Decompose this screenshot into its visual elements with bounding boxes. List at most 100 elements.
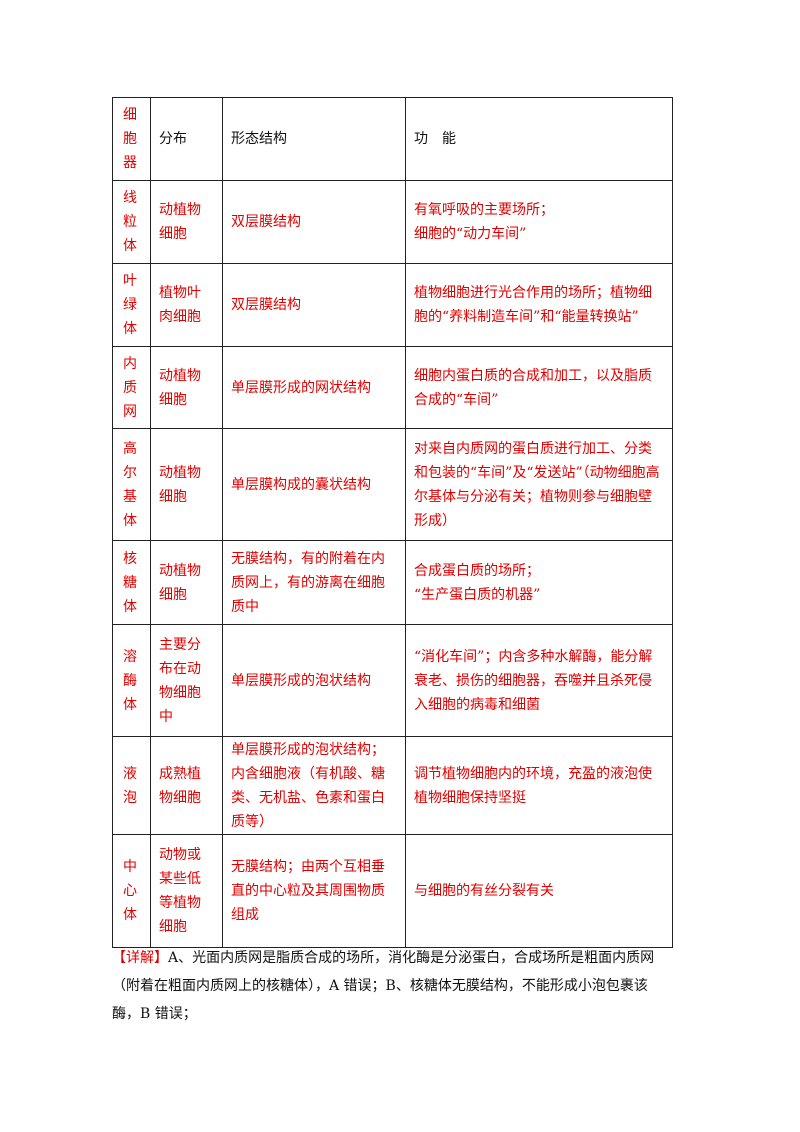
cell-line: “消化车间”；内含多种水解酶，能分解 — [414, 648, 653, 665]
cell-line: 细胞 — [159, 226, 187, 242]
cell-line: 尔基体与分泌有关；植物则参与细胞壁 — [414, 488, 652, 505]
cell-line: 无膜结构；由两个互相垂 — [231, 859, 385, 875]
cell-line: 动植物 — [159, 464, 201, 481]
table-cell: 动植物 细胞 — [150, 346, 223, 429]
cell-line: 动植物 — [159, 367, 201, 384]
cell-line: 布在动 — [159, 660, 201, 677]
table-row: 内质网动植物 细胞 单层膜形成的网状结构 细胞内蛋白质的合成和加工，以及脂质 合成的“车… — [112, 346, 673, 429]
table-cell: 单层膜形成的网状结构 — [222, 346, 406, 429]
table-cell: 与细胞的有丝分裂有关 — [405, 834, 673, 948]
cell-line: 形成） — [414, 512, 456, 529]
cell-line: 高 — [123, 440, 137, 457]
cell-line: 植物细胞进行光合作用的场所；植物细 — [414, 285, 652, 301]
table-cell: 叶绿体 — [112, 263, 151, 347]
cell-line: 内 — [123, 355, 137, 372]
cell-line: 糖 — [123, 574, 137, 591]
cell-line: 细胞 — [159, 919, 187, 935]
cell-line: 类、无机盐、色素和蛋白 — [231, 789, 385, 806]
cell-line: 单层膜形成的网状结构 — [231, 379, 371, 396]
cell-line: 体 — [123, 238, 137, 254]
table-row: 溶酶体主要分 布在动 物细胞中单层膜形成的泡状结构 “消化车间”；内含多种水解酶，能分… — [112, 624, 673, 737]
cell-line: 衰老、损伤的细胞器，吞噬并且杀死侵 — [414, 672, 652, 689]
detail-label: 【详解】 — [112, 950, 168, 966]
cell-line: 泡 — [123, 789, 137, 806]
cell-line: 溶 — [123, 648, 137, 665]
cell-line: 植物细胞保持坚挺 — [414, 789, 526, 806]
cell-line: 质等） — [231, 813, 273, 830]
cell-line: 直的中心粒及其周围物质 — [231, 883, 385, 899]
cell-line: 单层膜形成的泡状结构； — [231, 741, 385, 758]
cell-line: 有氧呼吸的主要场所； — [414, 202, 554, 218]
table-row: 核糖体动植物 细胞 无膜结构，有的附着在内 质网上，有的游离在细胞 质中 合成蛋白质的场所… — [112, 540, 673, 625]
organelle-table: 细胞器分布 形态结构功 能线粒体动植物 细胞 双层膜结构 有氧呼吸的主要场所； 细胞的“动… — [112, 97, 673, 948]
table-cell: 细胞内蛋白质的合成和加工，以及脂质 合成的“车间” — [405, 346, 673, 429]
detail: 【详解】A、光面内质网是脂质合成的场所，消化酶是分泌蛋白，合成场所是粗面内质网 （… — [112, 944, 692, 1028]
cell-line: 质 — [123, 379, 137, 396]
cell-line: 体 — [123, 512, 137, 529]
cell-line: 胞 — [123, 131, 137, 147]
cell-line: 中 — [123, 859, 137, 875]
cell-line: 成熟植 — [159, 765, 201, 782]
table-cell: 高尔基体 — [112, 428, 151, 541]
cell-line: 与细胞的有丝分裂有关 — [414, 883, 554, 899]
table-cell: 核糖体 — [112, 540, 151, 625]
table-row: 叶绿体植物叶 肉细胞 双层膜结构 植物细胞进行光合作用的场所；植物细 胞的“养料制造车间… — [112, 263, 673, 347]
table-cell: 动物或某些低等植物细胞 — [150, 834, 223, 948]
cell-line: 心 — [123, 883, 137, 899]
cell-line: 双层膜结构 — [231, 214, 301, 230]
cell-line: 核 — [123, 550, 137, 567]
cell-line: 网 — [123, 403, 137, 420]
cell-line: 某些低 — [159, 871, 201, 887]
table-cell: 细胞器 — [112, 97, 151, 181]
cell-line: 动物或 — [159, 847, 201, 863]
cell-line: 细胞的“动力车间” — [414, 226, 527, 242]
table-cell: 单层膜形成的泡状结构 — [222, 624, 406, 737]
table-cell: 合成蛋白质的场所； “生产蛋白质的机器” — [405, 540, 673, 625]
cell-line: 体 — [123, 696, 137, 713]
table-cell: 成熟植 物细胞 — [150, 736, 223, 835]
cell-line: 形态结构 — [231, 131, 287, 147]
table-cell: 主要分 布在动 物细胞中 — [150, 624, 223, 737]
cell-line: 细胞内蛋白质的合成和加工，以及脂质 — [414, 367, 652, 384]
cell-line: 体 — [123, 598, 137, 615]
table-cell: 线粒体 — [112, 180, 151, 264]
cell-line: 单层膜构成的囊状结构 — [231, 476, 371, 493]
table-cell: 液泡 — [112, 736, 151, 835]
cell-line: 尔 — [123, 464, 137, 481]
cell-line: 细胞 — [159, 391, 187, 408]
table-row: 细胞器分布 形态结构功 能 — [112, 97, 673, 181]
cell-line: 细胞 — [159, 586, 187, 603]
detail-line: A、光面内质网是脂质合成的场所，消化酶是分泌蛋白，合成场所是粗面内质网 — [168, 950, 655, 966]
table-cell: 有氧呼吸的主要场所； 细胞的“动力车间” — [405, 180, 673, 264]
cell-line: 物细胞 — [159, 789, 201, 806]
cell-line: 中 — [159, 708, 173, 725]
table-row: 中心体动物或 某些低 等植物 细胞 无膜结构；由两个互相垂 直的中心粒及其周围物质 组成 与细… — [112, 834, 673, 948]
cell-line: 绿 — [123, 297, 137, 313]
cell-line: 对来自内质网的蛋白质进行加工、分类 — [414, 440, 652, 457]
cell-line: 入细胞的病毒和细菌 — [414, 696, 540, 713]
cell-line: 双层膜结构 — [231, 297, 301, 313]
cell-line: 细 — [123, 107, 137, 123]
cell-line: 液 — [123, 765, 137, 782]
cell-line: 无膜结构，有的附着在内 — [231, 550, 385, 567]
cell-line: 和包装的“车间”及“发送站”（动物细胞高 — [414, 464, 660, 481]
cell-line: 等植物 — [159, 895, 201, 911]
table-row: 液泡成熟植 物细胞 单层膜形成的泡状结构； 内含细胞液（有机酸、糖 类、无机盐、色素和蛋… — [112, 736, 673, 835]
cell-line: “生产蛋白质的机器” — [414, 586, 541, 603]
table-cell: 对来自内质网的蛋白质进行加工、分类 和包装的“车间”及“发送站”（动物细胞高 尔基体… — [405, 428, 673, 541]
table-cell: 单层膜构成的囊状结构 — [222, 428, 406, 541]
table-cell: 动植物 细胞 — [150, 428, 223, 541]
table-cell: 内质网 — [112, 346, 151, 429]
cell-line: 组成 — [231, 907, 259, 923]
cell-line: 质中 — [231, 598, 259, 615]
cell-line: 细胞 — [159, 488, 187, 505]
cell-line: 内含细胞液（有机酸、糖 — [231, 765, 385, 782]
table-cell: 无膜结构；由两个互相垂 直的中心粒及其周围物质 组成 — [222, 834, 406, 948]
cell-line: 动植物 — [159, 562, 201, 579]
cell-line: 调节植物细胞内的环境，充盈的液泡使 — [414, 765, 652, 782]
table-cell: 溶酶体 — [112, 624, 151, 737]
table-cell: 双层膜结构 — [222, 180, 406, 264]
detail-line: 酶，B 错误； — [112, 1006, 197, 1022]
table-cell: 功 能 — [405, 97, 673, 181]
table-row: 线粒体动植物 细胞 双层膜结构 有氧呼吸的主要场所； 细胞的“动力车间” — [112, 180, 673, 264]
